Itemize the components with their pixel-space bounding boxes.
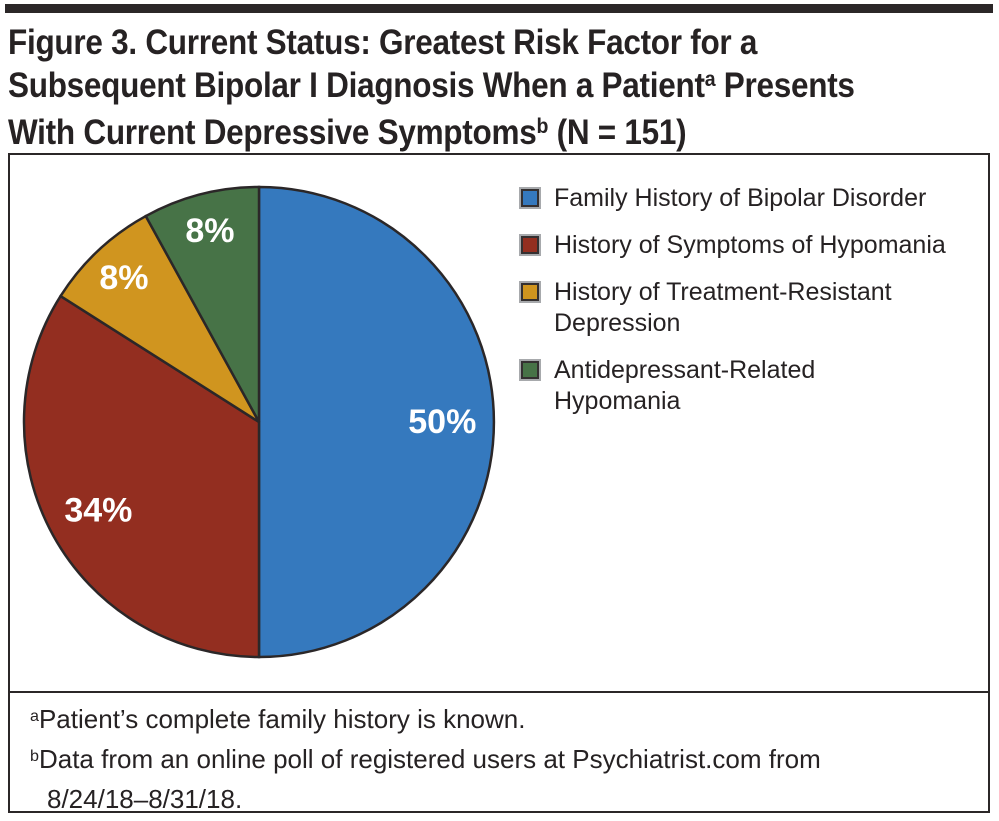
footnote-b-superscript: b [30,746,39,765]
legend-item-symptoms-hypomania: History of Symptoms of Hypomania [519,230,971,261]
footnote-b: bData from an online poll of registered … [30,744,821,774]
footnote-b-continuation: 8/24/18–8/31/18. [47,784,243,814]
legend-label: History of Treatment-Resistant Depression [554,278,892,337]
pie-slice [257,185,496,659]
chart-area: 50% 34% 8% 8% Family History of Bipolar Dis… [10,155,988,689]
figure-box: 50% 34% 8% 8% Family History of Bipolar Dis… [8,153,990,814]
pie-slice [144,185,261,423]
legend-item-treatment-resistant: History of Treatment-Resistant Depression [519,277,971,339]
pie-chart: 50% 34% 8% 8% [22,185,496,659]
figure-title: Figure 3. Current Status: Greatest Risk … [8,21,989,158]
legend-item-antidepressant-related: Antidepressant-Related Hypomania [519,355,971,417]
legend: Family History of Bipolar Disorder Histo… [519,183,971,433]
pie-slice [22,294,261,659]
legend-label: Family History of Bipolar Disorder [554,184,927,212]
legend-swatch-blue [519,187,541,209]
pie-slice [58,214,261,424]
superscript-a: a [704,66,716,92]
legend-swatch-red [519,234,541,256]
pie-slice-label: 8% [185,212,234,250]
pie-slice-label: 34% [64,491,132,529]
pie-slice-label: 50% [408,403,476,441]
legend-swatch-gold [519,281,541,303]
title-top-rule [5,4,993,13]
footnote-a: aPatient’s complete family history is kn… [30,704,526,734]
superscript-b: b [536,113,549,139]
footnote-a-superscript: a [30,706,39,725]
legend-item-family-history: Family History of Bipolar Disorder [519,183,971,214]
legend-label: History of Symptoms of Hypomania [554,231,946,259]
pie-slice-label: 8% [99,259,148,297]
figure-title-line2: Subsequent Bipolar I Diagnosis When a Pa… [8,66,855,105]
footnotes: aPatient’s complete family history is kn… [10,691,988,814]
figure-title-line1: Figure 3. Current Status: Greatest Risk … [8,23,758,62]
figure-title-line3: With Current Depressive Symptomsb (N = 1… [8,113,687,152]
legend-swatch-green [519,359,541,381]
legend-label: Antidepressant-Related Hypomania [554,356,816,415]
